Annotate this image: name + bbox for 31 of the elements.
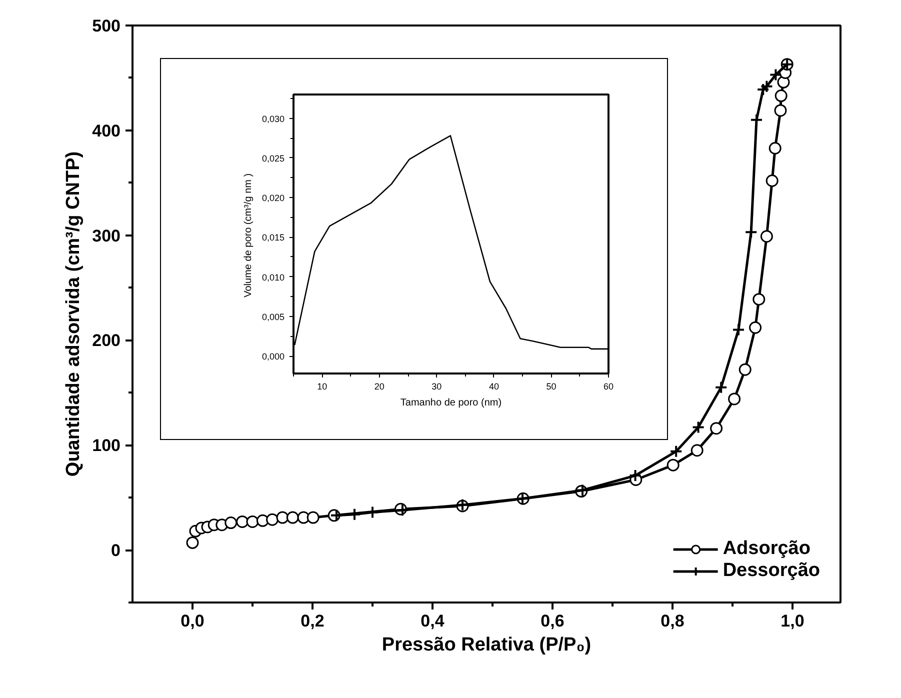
x-tick-label: 10 xyxy=(317,382,328,392)
x-tick-label: 0,8 xyxy=(660,612,684,630)
y-tick-label: 0,015 xyxy=(262,232,285,243)
x-tick-label: 0,0 xyxy=(180,612,204,630)
x-tick-label: 0,4 xyxy=(420,612,445,630)
y-tick-label: 300 xyxy=(92,226,121,246)
y-tick-label: 0,000 xyxy=(262,352,285,362)
y-tick-label: 0,010 xyxy=(262,272,285,282)
x-axis-title: Tamanho de poro (nm) xyxy=(400,398,502,408)
y-tick-label: 500 xyxy=(92,16,121,36)
legend-label: Adsorção xyxy=(722,538,810,560)
y-tick-label: 0 xyxy=(111,541,121,560)
y-tick-label: 400 xyxy=(92,121,121,140)
x-axis-title: Pressão Relativa (P/P₀) xyxy=(382,634,592,656)
x-tick-label: 40 xyxy=(488,382,499,392)
x-tick-label: 0,2 xyxy=(300,612,324,630)
y-axis-title: Quantidade adsorvida (cm³/g CNTP) xyxy=(63,151,84,477)
x-tick-label: 30 xyxy=(432,382,442,392)
y-tick-label: 0,030 xyxy=(262,114,285,124)
x-tick-label: 1,0 xyxy=(780,612,804,630)
x-tick-label: 60 xyxy=(603,382,614,392)
y-tick-label: 200 xyxy=(92,331,121,350)
x-tick-label: 50 xyxy=(546,382,556,392)
y-tick-label: 100 xyxy=(92,436,121,456)
legend-label: Dessorção xyxy=(722,560,820,582)
y-tick-label: 0,025 xyxy=(262,153,285,164)
y-tick-label: 0,020 xyxy=(262,193,285,204)
y-tick-label: 0,005 xyxy=(262,312,285,322)
x-tick-label: 0,6 xyxy=(540,612,564,630)
y-axis-title: Volume de poro (cm³/g nm ) xyxy=(242,173,254,298)
x-tick-label: 20 xyxy=(374,382,384,392)
